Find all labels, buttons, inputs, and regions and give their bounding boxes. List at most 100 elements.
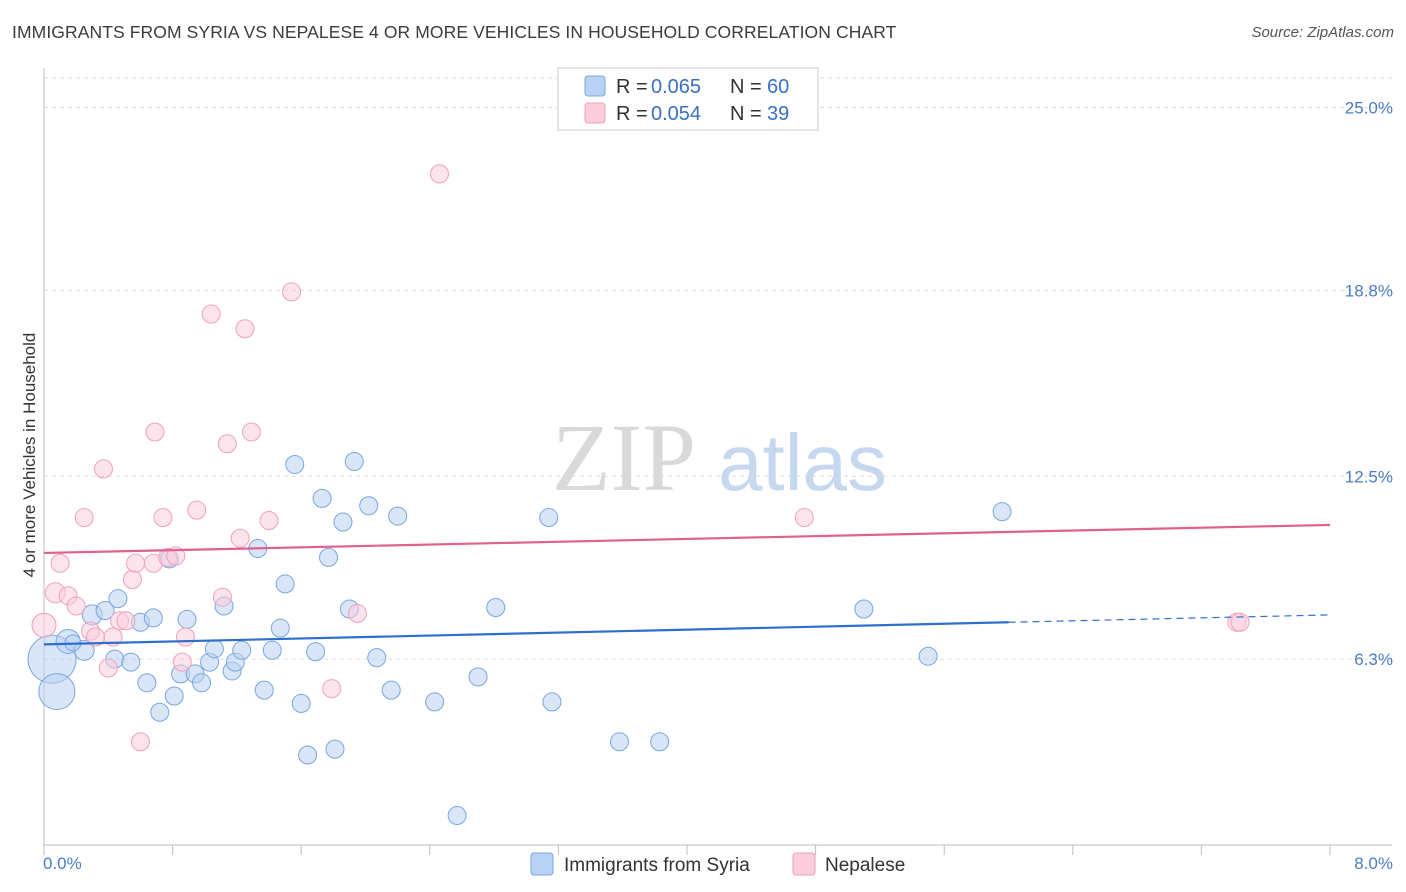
data-point-1-34: [429, 164, 449, 184]
x-tick-max: 8.0%: [1354, 854, 1393, 873]
data-point-1-20: [166, 546, 186, 566]
x-tick-min: 0.0%: [43, 854, 82, 873]
data-point-0-40: [344, 452, 364, 471]
y-tick-label-3: 25.0%: [1345, 99, 1393, 118]
stats-legend: R = 0.065 N = 60 R = 0.054 N = 39: [557, 67, 819, 131]
data-point-0-45: [425, 692, 445, 712]
data-point-1-23: [187, 500, 207, 520]
data-point-0-7: [108, 589, 128, 609]
data-point-0-47: [468, 667, 488, 687]
axes: [43, 68, 1392, 855]
data-point-0-9: [121, 652, 141, 672]
data-point-1-35: [794, 508, 814, 528]
data-point-1-33: [347, 603, 367, 623]
data-point-1-10: [103, 627, 123, 647]
data-point-1-4: [66, 596, 86, 616]
trend-line-0: [43, 621, 1009, 646]
data-point-1-29: [241, 422, 261, 442]
trend-line-1: [43, 523, 1331, 555]
data-point-0-19: [192, 673, 212, 693]
legend-syria-n-value: 60: [767, 76, 789, 98]
data-point-0-30: [275, 574, 295, 594]
data-point-0-50: [542, 692, 562, 712]
y-tick-labels: 6.3% 12.5% 18.8% 25.0%: [1345, 99, 1393, 670]
trend-line-dashed-0: [1008, 614, 1331, 623]
data-point-1-15: [130, 732, 150, 752]
data-point-1-5: [74, 508, 94, 528]
data-point-1-37: [1230, 612, 1250, 632]
data-point-1-9: [98, 658, 118, 678]
data-point-0-32: [291, 693, 311, 713]
series-points-0: [27, 452, 1012, 825]
trend-lines: [43, 523, 1331, 646]
y-tick-label-0: 6.3%: [1354, 650, 1393, 669]
legend-nepalese-n-label: N =: [730, 103, 762, 125]
series-legend: Immigrants from Syria Nepalese: [530, 852, 905, 876]
data-point-0-15: [164, 686, 184, 706]
gridlines: [44, 77, 1392, 660]
data-point-0-52: [650, 732, 670, 752]
source-label: Source: ZipAtlas.com: [1251, 24, 1394, 41]
data-point-0-51: [609, 732, 629, 752]
series-legend-nepalese: Nepalese: [825, 855, 905, 876]
data-point-0-27: [254, 680, 274, 700]
data-point-0-31: [285, 454, 305, 474]
data-point-0-17: [177, 609, 197, 629]
legend-syria-n-label: N =: [730, 76, 762, 98]
watermark-atlas: atlas: [718, 418, 887, 507]
series-points-1: [31, 164, 1250, 752]
series-legend-swatch-nepalese: [792, 852, 816, 876]
data-point-1-2: [50, 553, 70, 573]
scatter-points: [27, 164, 1250, 825]
data-point-0-25: [232, 640, 252, 660]
data-point-0-46: [447, 806, 467, 825]
data-point-1-21: [172, 652, 192, 672]
data-point-0-34: [306, 642, 326, 662]
data-point-1-26: [217, 434, 237, 454]
data-point-1-31: [282, 282, 302, 302]
series-legend-swatch-syria: [530, 852, 554, 876]
data-point-1-14: [126, 553, 146, 573]
data-point-1-30: [259, 511, 279, 530]
data-point-1-8: [93, 459, 113, 479]
data-point-0-38: [333, 512, 353, 532]
data-point-1-18: [153, 508, 173, 528]
legend-nepalese-n-value: 39: [767, 103, 789, 125]
series-legend-syria: Immigrants from Syria: [564, 855, 750, 876]
data-point-0-11: [143, 608, 163, 628]
data-point-0-28: [262, 640, 282, 660]
legend-swatch-nepalese: [584, 102, 606, 124]
watermark: ZIP atlas: [552, 404, 887, 511]
data-point-1-0: [31, 612, 57, 638]
data-point-0-43: [381, 680, 401, 700]
data-point-0-44: [388, 506, 408, 526]
data-point-1-32: [322, 679, 342, 699]
data-point-0-13: [150, 702, 170, 722]
y-axis-label: 4 or more Vehicles in Household: [20, 333, 39, 578]
data-point-1-17: [145, 422, 165, 442]
data-point-0-33: [298, 745, 318, 765]
legend-nepalese-r-value: 0.054: [651, 103, 701, 125]
legend-nepalese-r-label: R =: [616, 103, 648, 125]
chart-title: IMMIGRANTS FROM SYRIA VS NEPALESE 4 OR M…: [12, 22, 897, 42]
data-point-0-29: [270, 618, 290, 638]
data-point-0-21: [204, 639, 224, 659]
legend-syria-r-value: 0.065: [651, 76, 701, 98]
data-point-0-48: [486, 598, 506, 618]
y-tick-label-1: 12.5%: [1345, 467, 1393, 486]
data-point-0-6: [95, 600, 115, 620]
data-point-0-53: [854, 599, 874, 619]
data-point-0-49: [539, 508, 559, 528]
data-point-1-12: [116, 611, 136, 631]
data-point-1-22: [175, 627, 195, 647]
data-point-0-12: [137, 673, 157, 693]
data-point-1-13: [122, 570, 142, 589]
watermark-zip: ZIP: [552, 404, 696, 511]
data-point-1-25: [212, 587, 232, 607]
data-point-0-42: [367, 648, 387, 668]
data-point-0-37: [325, 739, 345, 759]
data-point-1-28: [235, 319, 255, 339]
data-point-0-36: [319, 547, 339, 567]
legend-swatch-syria: [584, 75, 606, 97]
